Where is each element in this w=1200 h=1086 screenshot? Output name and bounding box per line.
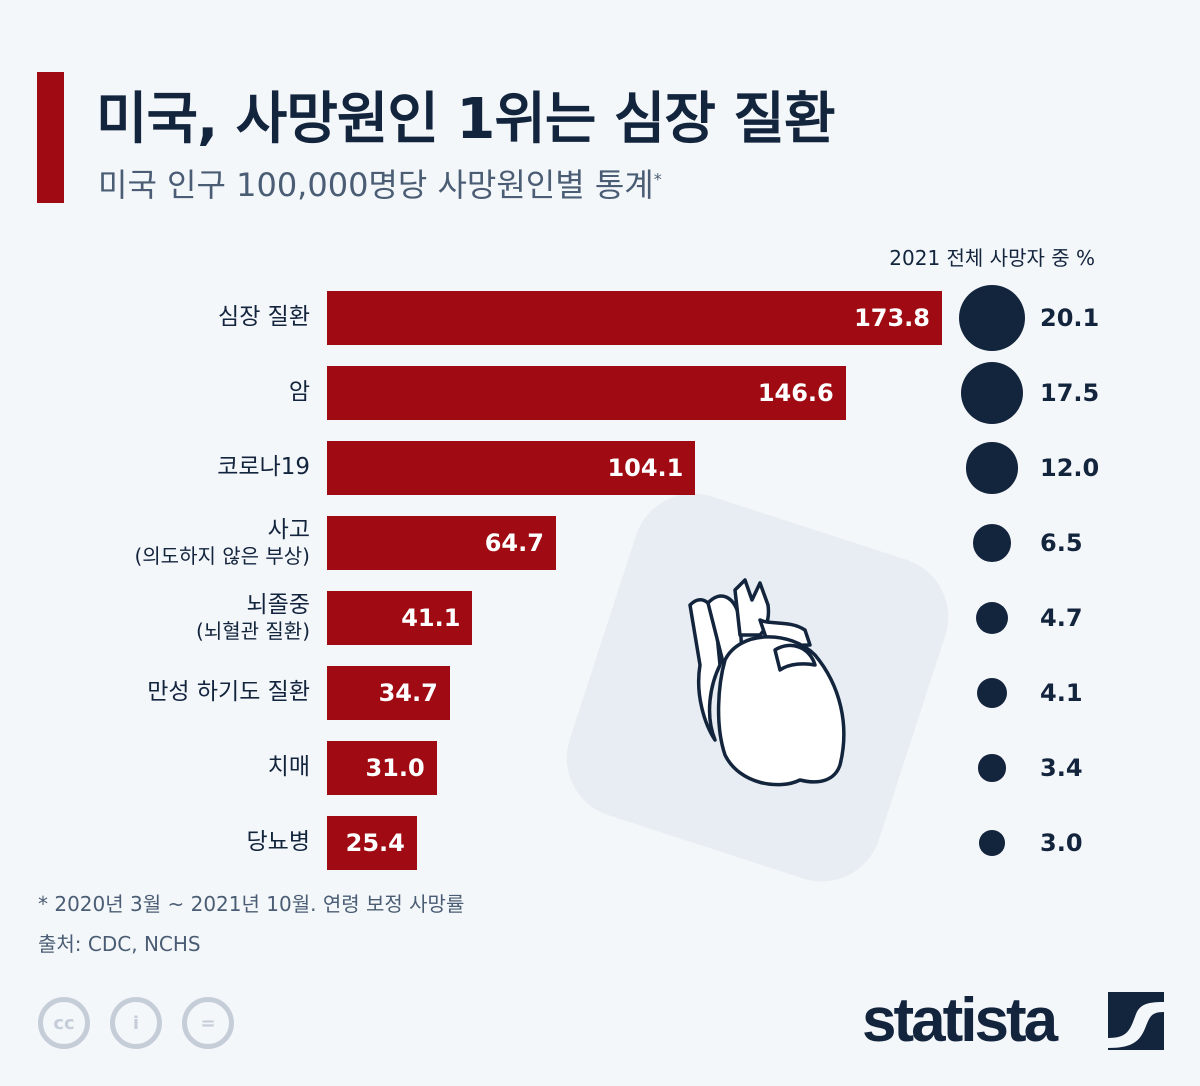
pct-value-label: 6.5	[1040, 529, 1083, 557]
bar	[327, 666, 450, 720]
title-accent-bar	[37, 72, 64, 203]
bar-value-label: 41.1	[401, 604, 461, 632]
bar-value-label: 64.7	[484, 529, 544, 557]
footnote: * 2020년 3월 ~ 2021년 10월. 연령 보정 사망률	[38, 892, 465, 916]
bar-value-label: 104.1	[607, 454, 684, 482]
pct-circle	[961, 362, 1023, 424]
bar-value-label: 25.4	[345, 829, 405, 857]
subtitle-footnote-mark: *	[653, 169, 662, 189]
category-label-text: 만성 하기도 질환	[147, 679, 310, 705]
category-label: 암	[289, 378, 310, 406]
bar	[327, 741, 437, 795]
pct-circle	[958, 284, 1026, 352]
pct-circle	[973, 524, 1011, 562]
category-sublabel: (뇌혈관 질환)	[196, 619, 310, 643]
category-label-text: 당뇨병	[246, 829, 310, 855]
pct-circle	[977, 678, 1007, 708]
bar	[327, 591, 473, 645]
category-label: 코로나19	[217, 453, 310, 481]
pct-column-header: 2021 전체 사망자 중 %	[889, 246, 1095, 270]
category-label-text: 치매	[267, 754, 310, 780]
bar	[327, 291, 942, 345]
category-label-text: 사고	[267, 517, 310, 543]
page-title: 미국, 사망원인 1위는 심장 질환	[96, 87, 835, 152]
page-subtitle: 미국 인구 100,000명당 사망원인별 통계*	[98, 160, 662, 206]
pct-circle	[966, 442, 1018, 494]
pct-value-label: 20.1	[1040, 304, 1100, 332]
cc-license-icon[interactable]: cc	[38, 997, 90, 1049]
pct-circle	[979, 830, 1005, 856]
bar-value-label: 173.8	[854, 304, 930, 332]
no-derivatives-icon[interactable]: =	[182, 997, 234, 1049]
attribution-icon[interactable]: i	[110, 997, 162, 1049]
pct-value-label: 17.5	[1040, 379, 1100, 407]
pct-value-label: 12.0	[1040, 454, 1100, 482]
category-label-text: 심장 질환	[218, 304, 310, 330]
pct-value-label: 3.0	[1040, 829, 1083, 857]
category-label-text: 코로나19	[217, 454, 310, 480]
bar-value-label: 146.6	[757, 379, 834, 407]
pct-circle	[978, 754, 1006, 782]
bar-value-label: 34.7	[378, 679, 438, 707]
bar	[327, 441, 696, 495]
pct-value-label: 4.1	[1040, 679, 1083, 707]
heart-icon	[688, 578, 846, 787]
category-label: 치매	[268, 753, 310, 781]
bar	[327, 516, 556, 570]
source: 출처: CDC, NCHS	[38, 932, 201, 956]
category-label: 만성 하기도 질환	[147, 678, 310, 706]
category-sublabel: (의도하지 않은 부상)	[134, 544, 310, 568]
bar	[327, 816, 417, 870]
pct-value-label: 3.4	[1040, 754, 1083, 782]
category-label: 심장 질환	[218, 303, 310, 331]
category-label-text: 암	[288, 379, 310, 405]
bar-value-label: 31.0	[365, 754, 425, 782]
pct-value-label: 4.7	[1040, 604, 1083, 632]
statista-logo-mark-icon	[1108, 992, 1164, 1050]
subtitle-text: 미국 인구 100,000명당 사망원인별 통계	[98, 166, 654, 204]
category-label: 뇌졸중 (뇌혈관 질환)	[196, 591, 310, 643]
pct-circle	[975, 601, 1009, 635]
category-label: 사고 (의도하지 않은 부상)	[134, 516, 310, 568]
category-label: 당뇨병	[247, 828, 310, 856]
bar	[327, 366, 846, 420]
category-label-text: 뇌졸중	[246, 592, 310, 618]
statista-logo[interactable]: statista	[862, 986, 1058, 1055]
